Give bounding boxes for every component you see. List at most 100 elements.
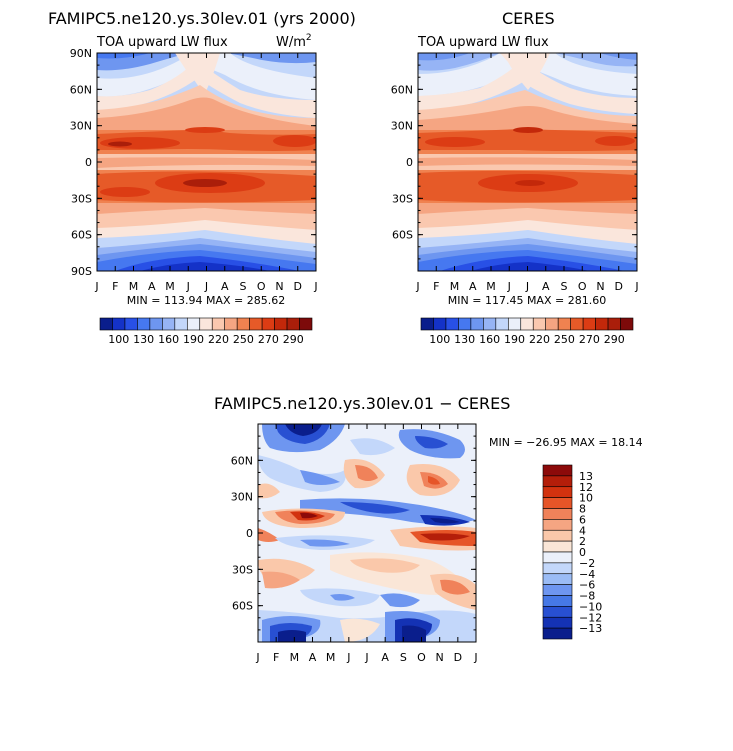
colorbar-swatch [99,317,113,331]
y-tick-label: 0 [85,156,92,169]
colorbar-swatch [124,317,138,331]
right-colorbar: 100 130 160 190 220 250 270 290 [420,317,634,346]
colorbar-swatch [595,317,609,331]
colorbar-swatch [162,317,176,331]
y-tick-label: 30N [70,120,92,133]
colorbar-swatch [483,317,497,331]
right-y-axis: 60N 30N 0 30S 60S [391,52,637,272]
colorbar-label: 100 [429,333,450,346]
colorbar-label: 12 [579,481,593,494]
x-tick-label: M [129,280,139,293]
colorbar-swatch [542,551,573,564]
colorbar-label: 290 [604,333,625,346]
x-tick-label: J [473,651,477,664]
colorbar-swatch [542,540,573,553]
x-tick-label: J [525,280,529,293]
colorbar-label: 250 [233,333,254,346]
y-tick-label: 60S [71,229,92,242]
x-tick-label: J [415,280,419,293]
colorbar-swatch [458,317,472,331]
colorbar-swatch [174,317,188,331]
x-tick-label: M [290,651,300,664]
left-stats: MIN = 113.94 MAX = 285.62 [127,294,285,307]
colorbar-swatch [542,595,573,607]
colorbar-swatch [542,616,573,629]
colorbar-label: −2 [579,557,595,570]
colorbar-label: 0 [579,546,586,559]
colorbar-label: −8 [579,590,595,603]
colorbar-label: 100 [108,333,129,346]
colorbar-swatch [199,317,213,331]
colorbar-swatch [542,529,573,542]
colorbar-label: 130 [454,333,475,346]
colorbar-label: 130 [133,333,154,346]
x-tick-label: S [240,280,247,293]
colorbar-label: 270 [579,333,600,346]
colorbar-swatch [542,519,573,531]
x-tick-label: J [507,280,511,293]
colorbar-swatch [620,317,634,331]
x-tick-label: O [578,280,587,293]
colorbar-label: 250 [554,333,575,346]
x-tick-label: J [364,651,368,664]
colorbar-swatch [542,606,573,618]
colorbar-swatch [557,317,571,331]
left-panel-title: FAMIPC5.ne120.ys.30lev.01 (yrs 2000) [48,9,356,28]
colorbar-label: 220 [208,333,229,346]
x-tick-label: F [112,280,118,293]
y-tick-label: 30N [231,491,253,504]
colorbar-label: 190 [504,333,525,346]
x-tick-label: M [165,280,175,293]
x-tick-label: D [454,651,462,664]
colorbar-swatch [286,317,300,331]
right-plot-field [418,53,637,271]
colorbar-swatch [582,317,596,331]
colorbar-label: 270 [258,333,279,346]
x-tick-label: O [417,651,426,664]
colorbar-swatch [542,627,573,640]
colorbar-label: −12 [579,611,602,624]
colorbar-swatch [137,317,151,331]
y-tick-label: 60N [70,83,92,96]
y-tick-label: 60N [391,83,413,96]
colorbar-swatch [542,497,573,509]
colorbar-label: −6 [579,579,595,592]
colorbar-label: 2 [579,535,586,548]
diff-panel-title: FAMIPC5.ne120.ys.30lev.01 − CERES [214,394,510,413]
x-tick-label: D [615,280,623,293]
x-tick-label: D [294,280,302,293]
colorbar-label: 6 [579,513,586,526]
colorbar-swatch [545,317,559,331]
colorbar-swatch [211,317,226,331]
colorbar-label: −4 [579,568,595,581]
colorbar-swatch [532,317,547,331]
left-subtitle: TOA upward LW flux [96,35,228,50]
colorbar-swatch [470,317,484,331]
x-tick-label: A [309,651,317,664]
x-tick-label: S [400,651,407,664]
colorbar-swatch [542,508,573,520]
colorbar-label: 190 [183,333,204,346]
x-tick-label: J [204,280,208,293]
right-subtitle: TOA upward LW flux [417,35,549,50]
x-tick-label: M [326,651,336,664]
x-tick-label: N [275,280,283,293]
x-tick-label: J [186,280,190,293]
colorbar-label: 220 [529,333,550,346]
x-tick-label: F [273,651,279,664]
x-tick-label: A [381,651,389,664]
colorbar-swatch [112,317,126,331]
colorbar-label: 10 [579,492,593,505]
x-tick-label: O [257,280,266,293]
colorbar-label: 160 [158,333,179,346]
left-contours [97,53,316,271]
diff-stats: MIN = −26.95 MAX = 18.14 [489,436,643,449]
colorbar-swatch [542,464,573,477]
diff-contours [258,424,476,642]
